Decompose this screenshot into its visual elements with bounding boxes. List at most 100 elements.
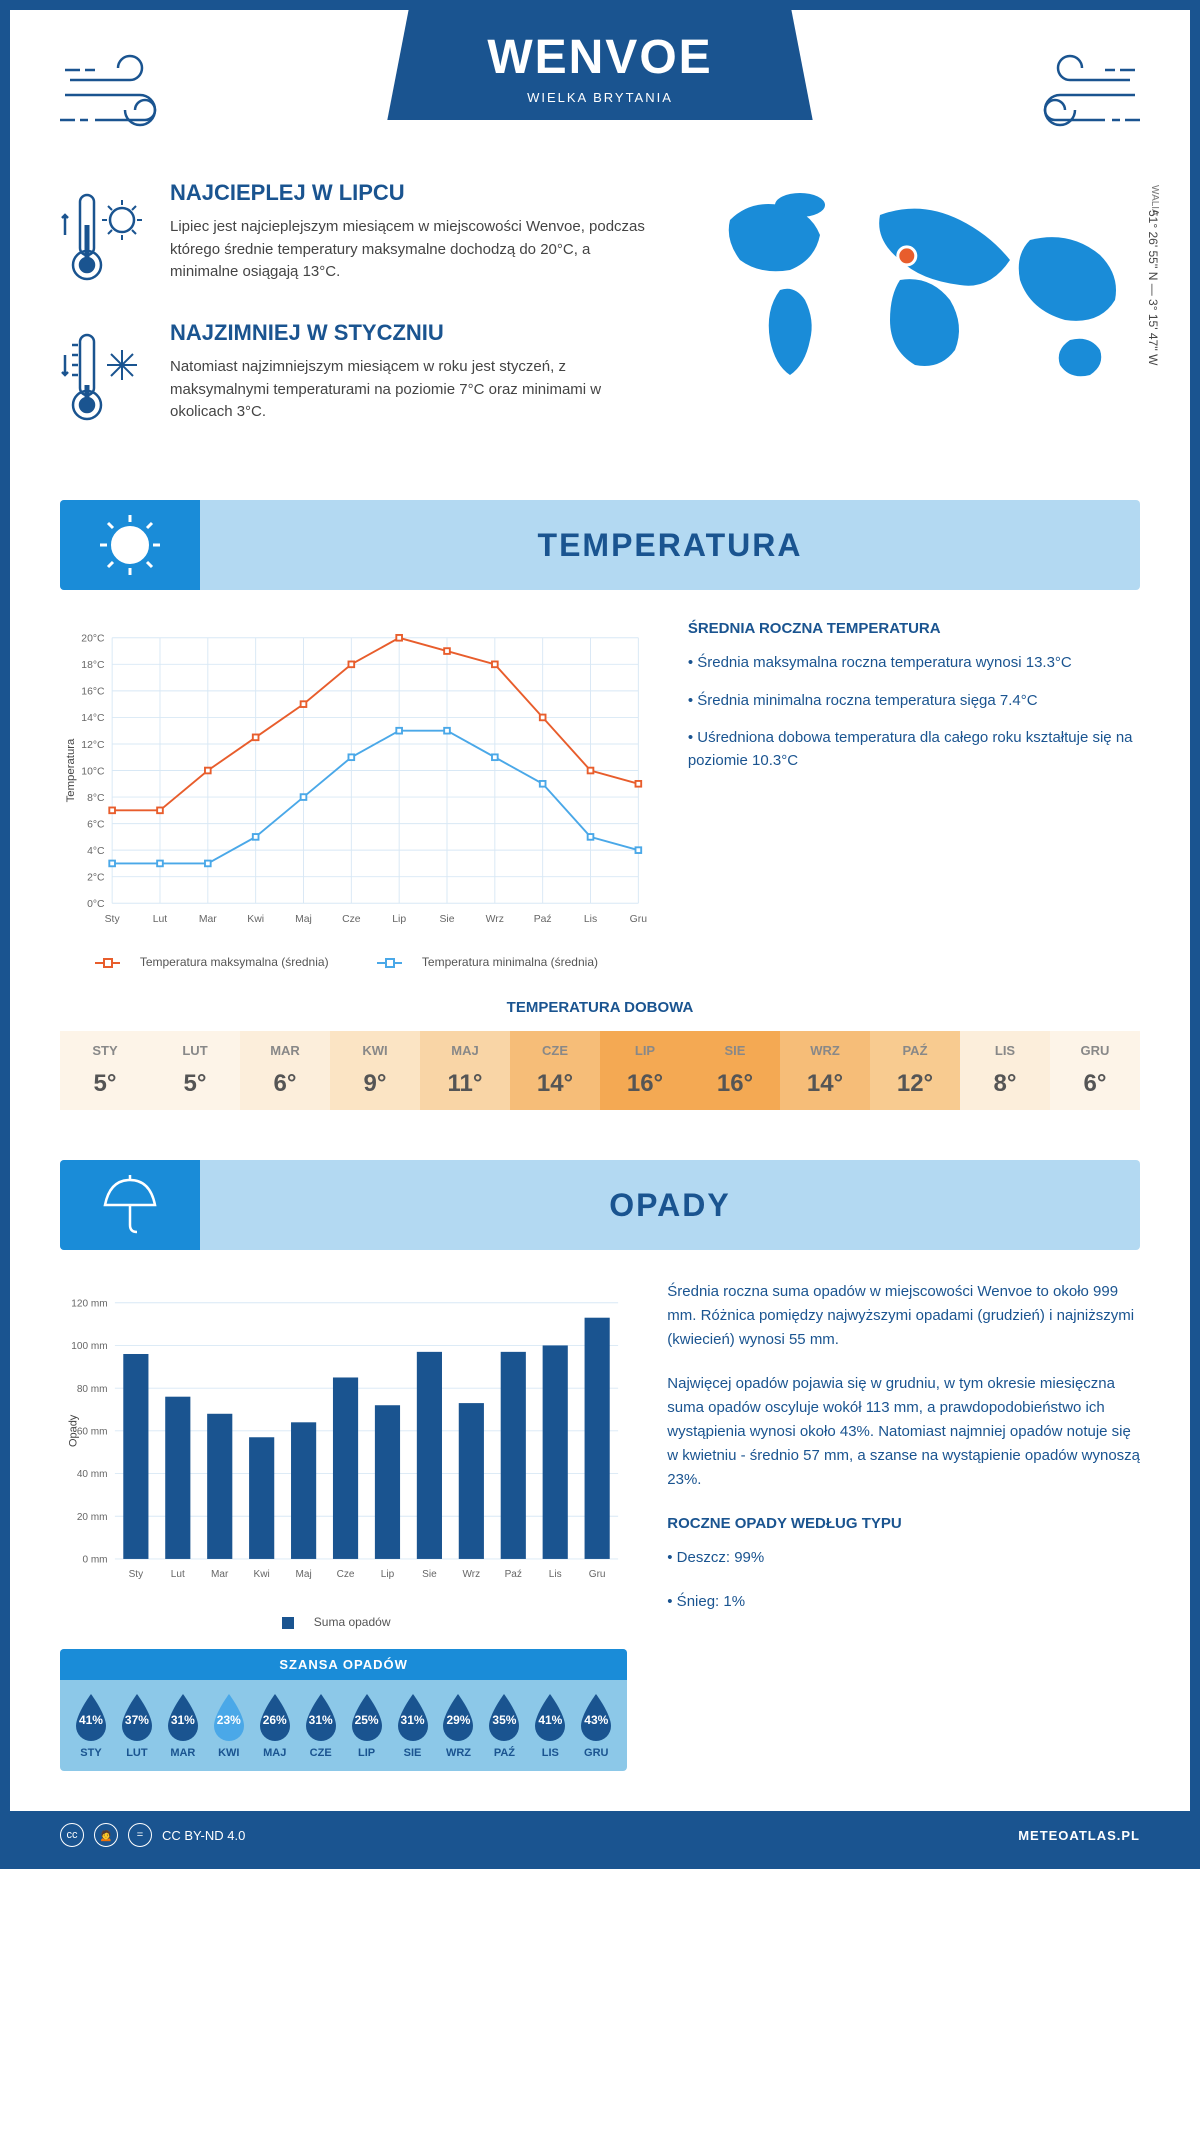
svg-text:2°C: 2°C <box>87 872 105 883</box>
svg-text:4°C: 4°C <box>87 846 105 857</box>
by-icon: 🙍 <box>94 1823 118 1847</box>
svg-text:80 mm: 80 mm <box>77 1384 108 1395</box>
raindrop-icon: 41% <box>71 1692 111 1742</box>
chance-value: 43% <box>584 1713 608 1727</box>
coordinates: 51° 26' 55'' N — 3° 15' 47'' W <box>1146 210 1160 365</box>
raindrop-icon: 35% <box>484 1692 524 1742</box>
daily-cell: PAŹ 12° <box>870 1031 960 1110</box>
chance-month: LIS <box>527 1747 573 1759</box>
chance-value: 37% <box>125 1713 149 1727</box>
temperature-banner: TEMPERATURA <box>60 500 1140 590</box>
chance-value: 31% <box>401 1713 425 1727</box>
chance-month: CZE <box>298 1747 344 1759</box>
map-wrap: WALIA 51° 26' 55'' N — 3° 15' 47'' W <box>700 180 1140 460</box>
svg-text:120 mm: 120 mm <box>71 1298 107 1309</box>
daily-value: 14° <box>510 1070 600 1098</box>
svg-text:18°C: 18°C <box>81 660 105 671</box>
svg-text:6°C: 6°C <box>87 819 105 830</box>
daily-temp-title: TEMPERATURA DOBOWA <box>60 999 1140 1016</box>
chance-cell: 26% MAJ <box>252 1692 298 1759</box>
daily-cell: MAR 6° <box>240 1031 330 1110</box>
chance-cell: 31% CZE <box>298 1692 344 1759</box>
svg-text:16°C: 16°C <box>81 687 105 698</box>
precip-type-stat: • Deszcz: 99% <box>667 1546 1140 1570</box>
svg-text:Kwi: Kwi <box>254 1569 270 1580</box>
svg-text:10°C: 10°C <box>81 766 105 777</box>
svg-text:40 mm: 40 mm <box>77 1469 108 1480</box>
temp-stat: • Średnia minimalna roczna temperatura s… <box>688 690 1140 713</box>
daily-value: 9° <box>330 1070 420 1098</box>
daily-cell: KWI 9° <box>330 1031 420 1110</box>
temp-stats-title: ŚREDNIA ROCZNA TEMPERATURA <box>688 620 1140 637</box>
chance-cell: 43% GRU <box>573 1692 619 1759</box>
svg-text:0 mm: 0 mm <box>82 1555 107 1566</box>
nd-icon: = <box>128 1823 152 1847</box>
chance-cell: 31% MAR <box>160 1692 206 1759</box>
chance-value: 31% <box>309 1713 333 1727</box>
svg-text:Opady: Opady <box>67 1414 79 1447</box>
chance-month: MAR <box>160 1747 206 1759</box>
chance-title: SZANSA OPADÓW <box>60 1649 627 1680</box>
chance-value: 25% <box>355 1713 379 1727</box>
temp-stat: • Średnia maksymalna roczna temperatura … <box>688 652 1140 675</box>
temp-legend: Temperatura maksymalna (średnia) Tempera… <box>60 955 648 969</box>
raindrop-icon: 25% <box>347 1692 387 1742</box>
chance-cell: 41% STY <box>68 1692 114 1759</box>
raindrop-icon: 43% <box>576 1692 616 1742</box>
chance-month: SIE <box>390 1747 436 1759</box>
info-title: NAJZIMNIEJ W STYCZNIU <box>170 320 660 346</box>
daily-value: 16° <box>690 1070 780 1098</box>
precipitation-banner: OPADY <box>60 1160 1140 1250</box>
daily-month: LIS <box>960 1043 1050 1058</box>
legend-max: Temperatura maksymalna (średnia) <box>140 955 329 969</box>
svg-text:100 mm: 100 mm <box>71 1341 107 1352</box>
svg-text:Cze: Cze <box>337 1569 355 1580</box>
precipitation-text: Średnia roczna suma opadów w miejscowośc… <box>667 1280 1140 1771</box>
daily-value: 5° <box>150 1070 240 1098</box>
precip-paragraph: Średnia roczna suma opadów w miejscowośc… <box>667 1280 1140 1352</box>
page-title: WENVOE <box>487 30 712 85</box>
daily-value: 12° <box>870 1070 960 1098</box>
info-block: NAJZIMNIEJ W STYCZNIU Natomiast najzimni… <box>60 320 660 430</box>
chance-value: 35% <box>492 1713 516 1727</box>
svg-text:12°C: 12°C <box>81 740 105 751</box>
raindrop-icon: 29% <box>438 1692 478 1742</box>
page-subtitle: WIELKA BRYTANIA <box>487 90 712 105</box>
daily-cell: WRZ 14° <box>780 1031 870 1110</box>
daily-month: STY <box>60 1043 150 1058</box>
chance-value: 29% <box>446 1713 470 1727</box>
svg-text:0°C: 0°C <box>87 899 105 910</box>
temperature-stats: ŚREDNIA ROCZNA TEMPERATURA • Średnia mak… <box>688 620 1140 969</box>
daily-month: PAŹ <box>870 1043 960 1058</box>
title-banner: WENVOE WIELKA BRYTANIA <box>387 10 812 120</box>
chance-value: 31% <box>171 1713 195 1727</box>
svg-text:Maj: Maj <box>295 914 312 925</box>
raindrop-icon: 41% <box>530 1692 570 1742</box>
daily-month: SIE <box>690 1043 780 1058</box>
svg-text:Maj: Maj <box>296 1569 312 1580</box>
svg-text:Lis: Lis <box>584 914 597 925</box>
raindrop-icon: 31% <box>301 1692 341 1742</box>
precipitation-section: 0 mm20 mm40 mm60 mm80 mm100 mm120 mmStyL… <box>60 1280 1140 1771</box>
svg-text:Wrz: Wrz <box>463 1569 481 1580</box>
svg-text:8°C: 8°C <box>87 793 105 804</box>
svg-text:Temperatura: Temperatura <box>65 738 77 802</box>
chance-cell: 23% KWI <box>206 1692 252 1759</box>
svg-text:Sie: Sie <box>439 914 454 925</box>
daily-temp-table: STY 5° LUT 5° MAR 6° KWI 9° MAJ 11° CZE … <box>60 1031 1140 1110</box>
svg-text:Kwi: Kwi <box>247 914 264 925</box>
svg-text:Lip: Lip <box>381 1569 395 1580</box>
thermometer-cold-icon <box>60 320 150 430</box>
footer: cc 🙍 = CC BY-ND 4.0 METEOATLAS.PL <box>10 1811 1190 1859</box>
location-marker-icon <box>898 247 916 265</box>
svg-text:Lut: Lut <box>153 914 168 925</box>
chance-month: LIP <box>344 1747 390 1759</box>
license-text: CC BY-ND 4.0 <box>162 1828 245 1843</box>
chance-cell: 25% LIP <box>344 1692 390 1759</box>
temp-stat: • Uśredniona dobowa temperatura dla całe… <box>688 727 1140 772</box>
rain-chance-box: SZANSA OPADÓW 41% STY 37% LUT 31% MAR 23… <box>60 1649 627 1771</box>
precip-paragraph: Najwięcej opadów pojawia się w grudniu, … <box>667 1372 1140 1492</box>
svg-text:Sty: Sty <box>105 914 121 925</box>
precipitation-title: OPADY <box>200 1187 1140 1224</box>
daily-month: KWI <box>330 1043 420 1058</box>
